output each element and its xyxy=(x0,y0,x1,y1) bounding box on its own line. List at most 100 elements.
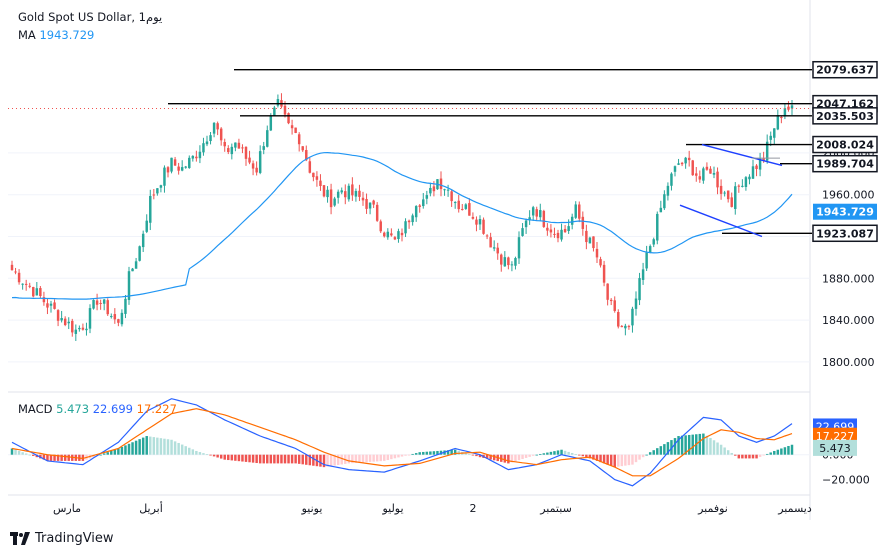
x-tick-label: يوليو xyxy=(381,502,403,515)
candle-body xyxy=(312,172,315,178)
candle-body xyxy=(666,185,670,196)
macd-histogram-bar xyxy=(521,454,524,460)
macd-histogram-bar xyxy=(585,454,588,458)
macd-histogram-bar xyxy=(361,454,365,463)
macd-histogram-bar xyxy=(347,454,351,464)
candle-body xyxy=(358,190,361,197)
candle xyxy=(758,152,762,177)
candle-body xyxy=(613,300,616,311)
macd-histogram-bar xyxy=(453,449,457,455)
candle-body xyxy=(500,254,503,265)
macd-histogram-bar xyxy=(184,446,187,455)
candle-body xyxy=(549,229,553,233)
x-tick-label: نوفمبر xyxy=(697,502,728,515)
macd-histogram-bar xyxy=(652,450,655,455)
candle-body xyxy=(769,135,772,140)
candle-body xyxy=(687,157,691,161)
signal-line xyxy=(11,408,793,477)
macd-histogram-bar xyxy=(368,454,372,462)
candle-body xyxy=(227,148,230,153)
macd-histogram-bar xyxy=(758,454,762,457)
candle-body xyxy=(333,198,336,206)
level-label-text: 2008.024 xyxy=(816,139,874,152)
macd-histogram-bar xyxy=(581,454,585,457)
candle-body xyxy=(716,171,719,188)
candle-body xyxy=(212,122,216,134)
macd-histogram-bar xyxy=(790,444,794,455)
macd-histogram-bar xyxy=(358,454,361,463)
candle-body xyxy=(503,257,507,267)
macd-histogram-bar xyxy=(730,452,733,455)
candle xyxy=(336,189,340,204)
candle xyxy=(687,150,691,167)
candle-body xyxy=(574,204,577,218)
macd-histogram-bar xyxy=(531,454,535,456)
candle-body xyxy=(234,142,237,148)
candle-body xyxy=(191,155,195,159)
candle-body xyxy=(705,166,709,170)
candle xyxy=(393,235,397,241)
candle-body xyxy=(308,161,312,173)
macd-histogram-bar xyxy=(631,454,634,465)
candle-body xyxy=(255,167,258,173)
macd-histogram-bar xyxy=(776,449,780,455)
candle xyxy=(53,299,56,310)
candle xyxy=(471,212,475,220)
candle xyxy=(602,260,606,287)
macd-histogram-bar xyxy=(510,454,514,463)
macd-histogram-bar xyxy=(301,454,304,465)
macd-histogram-bar xyxy=(386,454,390,461)
candle-body xyxy=(652,239,655,245)
macd-legend: MACD 5.473 22.699 17.227 xyxy=(18,402,177,416)
candle xyxy=(92,299,95,310)
macd-histogram-bar xyxy=(32,454,35,456)
macd-histogram-bar xyxy=(659,446,663,455)
x-tick-label: سبتمبر xyxy=(539,502,572,515)
candle-body xyxy=(209,135,212,142)
y-tick-label: 1800.000 xyxy=(822,356,875,369)
signal-price-label-text: 17.227 xyxy=(816,430,855,443)
tradingview-logo[interactable]: TradingView xyxy=(10,531,114,546)
candle-body xyxy=(368,202,372,209)
candle-body xyxy=(244,146,248,159)
candle xyxy=(705,162,709,171)
macd-histogram-bar xyxy=(422,451,425,455)
candle-body xyxy=(365,198,368,209)
candle-body xyxy=(414,206,418,218)
candle xyxy=(244,146,248,166)
macd-histogram-bar xyxy=(156,437,159,455)
macd-histogram-bar xyxy=(687,434,691,455)
candle xyxy=(152,189,156,200)
macd-histogram-bar xyxy=(560,449,563,455)
candle-body xyxy=(14,271,17,273)
candle-body xyxy=(709,168,712,174)
candle xyxy=(209,132,212,145)
candle-body xyxy=(24,283,28,285)
candle xyxy=(32,286,35,298)
candle xyxy=(641,262,645,285)
candle-body xyxy=(691,160,694,176)
macd-histogram-bar xyxy=(124,445,127,455)
candle-body xyxy=(372,200,375,205)
candle-body xyxy=(457,200,460,210)
macd-histogram-bar xyxy=(258,454,262,464)
candle-body xyxy=(131,268,134,272)
macd-histogram-bar xyxy=(726,450,730,455)
macd-histogram-bar xyxy=(762,454,765,456)
candle-body xyxy=(453,202,457,204)
candle xyxy=(237,138,241,149)
macd-histogram-bar xyxy=(627,454,631,466)
candle-body xyxy=(223,141,226,147)
candle xyxy=(648,244,652,254)
candle xyxy=(273,105,276,116)
candle-body xyxy=(258,151,262,173)
macd-histogram-bar xyxy=(549,451,553,455)
macd-histogram-bar xyxy=(765,453,769,455)
candle-body xyxy=(570,216,574,225)
x-tick-label: أبريل xyxy=(139,501,163,515)
candle-body xyxy=(266,130,269,147)
macd-histogram-bar xyxy=(641,454,645,458)
candle-body xyxy=(71,320,74,333)
candle-body xyxy=(95,300,99,305)
